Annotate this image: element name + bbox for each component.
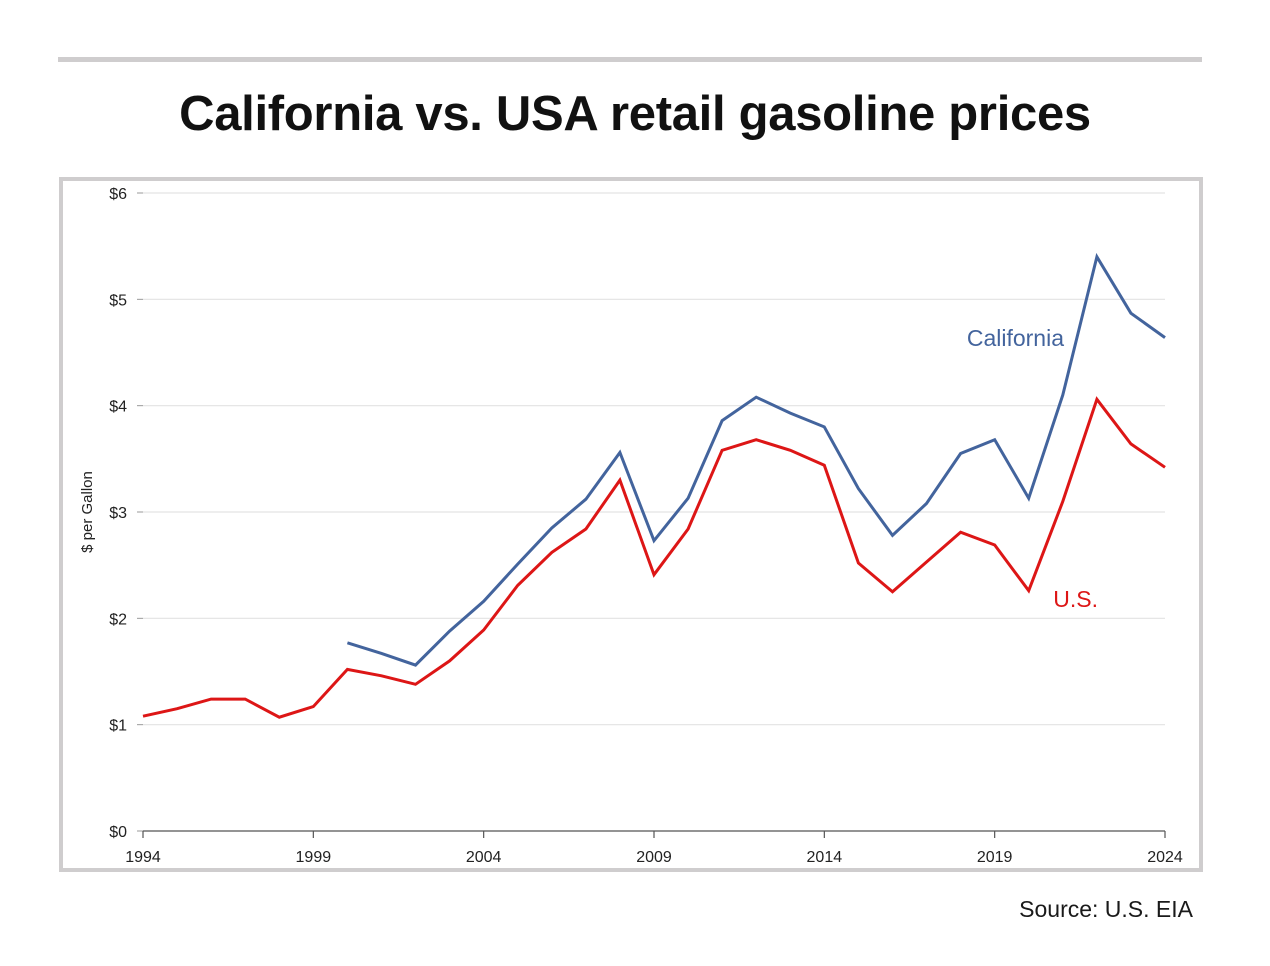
x-tick-label: 2009	[636, 849, 672, 866]
y-tick-label: $1	[109, 718, 127, 735]
y-tick-label: $5	[109, 292, 127, 309]
y-axis-label: $ per Gallon	[79, 471, 96, 553]
source-note: Source: U.S. EIA	[1019, 896, 1193, 922]
series-lines	[142, 252, 1166, 719]
x-axis-ticks: 1994 1999 2004 2009 2014 2019 2024	[125, 831, 1183, 866]
x-tick-label: 1999	[296, 849, 332, 866]
x-tick-label: 2014	[807, 849, 843, 866]
x-tick-label: 1994	[125, 849, 161, 866]
y-axis-ticks: $0 $1 $2 $3 $4 $5 $6	[109, 186, 143, 841]
series-label-california: California	[967, 325, 1064, 351]
x-tick-label: 2024	[1147, 849, 1183, 866]
series-line-california	[346, 252, 1166, 667]
series-line-us	[142, 396, 1166, 719]
chart-frame	[59, 177, 1203, 872]
grid-lines	[143, 192, 1165, 726]
y-tick-label: $6	[109, 186, 127, 203]
y-tick-label: $0	[109, 824, 127, 841]
x-tick-label: 2019	[977, 849, 1013, 866]
y-tick-label: $3	[109, 505, 127, 522]
x-tick-label: 2004	[466, 849, 502, 866]
top-divider	[58, 57, 1202, 62]
y-tick-label: $4	[109, 399, 127, 416]
series-label-us: U.S.	[1053, 586, 1098, 612]
y-tick-label: $2	[109, 611, 127, 628]
page-title: California vs. USA retail gasoline price…	[179, 87, 1091, 141]
